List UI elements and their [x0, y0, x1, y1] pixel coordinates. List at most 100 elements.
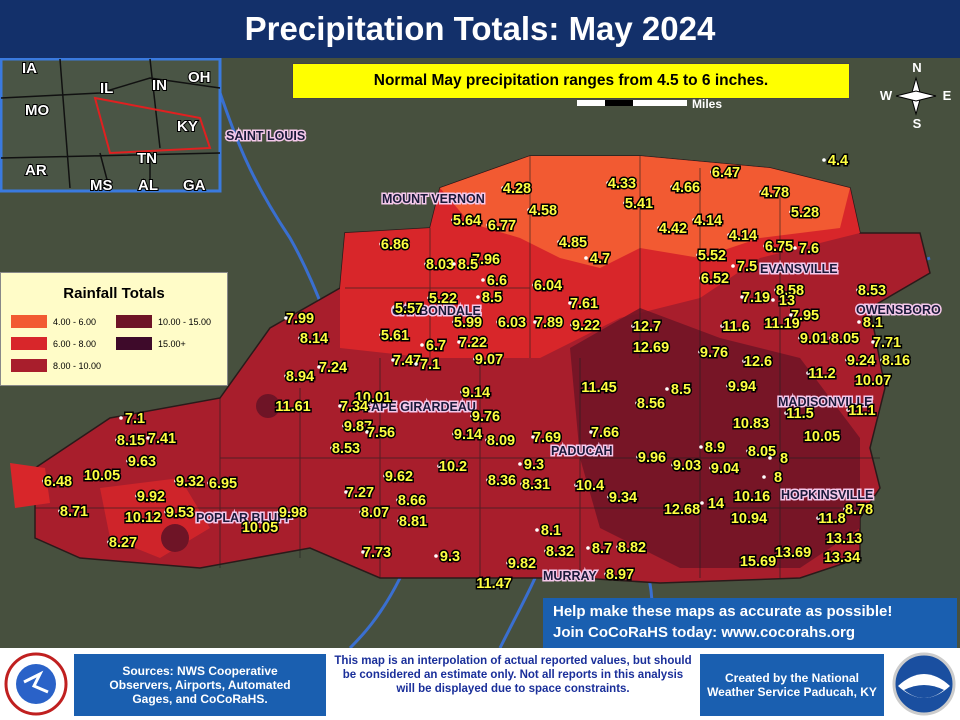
station-dot — [207, 481, 211, 485]
rain-label: 12.7 — [633, 319, 661, 335]
county-lines — [35, 156, 880, 578]
station-dot — [846, 408, 850, 412]
rain-label: 8.7 — [592, 541, 612, 557]
city-label: SAINT LOUIS — [226, 129, 305, 143]
credit-text: Created by the National Weather Service … — [707, 671, 877, 699]
rain-label: 13 — [779, 293, 795, 309]
rain-label: 8.81 — [399, 514, 427, 530]
rain-label: 8.97 — [606, 567, 634, 583]
state-label: MO — [25, 102, 49, 119]
rain-label: 12.69 — [633, 340, 669, 356]
station-dot — [746, 449, 750, 453]
rain-label: 10.05 — [84, 468, 120, 484]
state-label: TN — [137, 150, 157, 167]
rain-label: 8.09 — [487, 433, 515, 449]
station-dot — [284, 374, 288, 378]
legend-swatch — [116, 315, 152, 328]
rain-label: 8.56 — [637, 396, 665, 412]
station-dot — [119, 416, 123, 420]
rain-label: 8.5 — [482, 290, 502, 306]
station-dot — [457, 340, 461, 344]
station-dot — [857, 320, 861, 324]
station-dot — [696, 253, 700, 257]
rain-label: 5.28 — [791, 205, 819, 221]
rain-label: 10.16 — [734, 489, 770, 505]
rain-label: 4.14 — [729, 228, 757, 244]
station-dot — [330, 446, 334, 450]
rain-label: 4.14 — [694, 213, 722, 229]
legend-item: 8.00 - 10.00 — [11, 359, 101, 372]
station-dot — [365, 430, 369, 434]
rain-label: 10.12 — [125, 510, 161, 526]
rain-label: 8.07 — [361, 505, 389, 521]
station-dot — [843, 507, 847, 511]
station-dot — [856, 288, 860, 292]
rain-label: 8.16 — [882, 353, 910, 369]
legend-item: 4.00 - 6.00 — [11, 315, 96, 328]
city-label: PADUCAH — [551, 444, 613, 458]
legend-swatch — [11, 315, 47, 328]
station-dot — [452, 320, 456, 324]
rain-label: 12.6 — [744, 354, 772, 370]
rain-label: 4.85 — [559, 235, 587, 251]
station-dot — [518, 462, 522, 466]
state-label: MS — [90, 177, 113, 194]
rain-label: 11.19 — [764, 316, 800, 332]
rain-label: 9.34 — [609, 490, 637, 506]
station-dot — [379, 242, 383, 246]
rain-region — [10, 155, 931, 584]
station-dot — [735, 421, 739, 425]
station-dot — [277, 404, 281, 408]
rain-label: 9.3 — [440, 549, 460, 565]
state-label: OH — [188, 69, 211, 86]
rain-label: 13.34 — [824, 550, 860, 566]
station-dot — [470, 257, 474, 261]
station-dot — [427, 296, 431, 300]
rain-label: 7.71 — [873, 335, 901, 351]
rain-label: 10.05 — [804, 429, 840, 445]
rain-label: 9.76 — [700, 345, 728, 361]
city-label: OWENSBORO — [856, 303, 941, 317]
state-label: GA — [183, 177, 206, 194]
state-label: IN — [152, 77, 167, 94]
station-dot — [527, 208, 531, 212]
station-dot — [871, 340, 875, 344]
station-dot — [317, 365, 321, 369]
legend-label: 15.00+ — [158, 338, 186, 349]
station-dot — [520, 482, 524, 486]
rain-label: 9.82 — [508, 556, 536, 572]
rain-label: 11.1 — [848, 403, 875, 419]
station-dot — [452, 432, 456, 436]
city-label: CARBONDALE — [392, 304, 481, 318]
station-dot — [700, 501, 704, 505]
rain-label: 8.5 — [458, 257, 478, 273]
legend-item: 6.00 - 8.00 — [11, 337, 96, 350]
rain-label: 6.6 — [487, 273, 507, 289]
station-dot — [731, 264, 735, 268]
station-dot — [768, 456, 772, 460]
state-label: AR — [25, 162, 47, 179]
legend-item: 10.00 - 15.00 — [116, 315, 211, 328]
station-dot — [414, 362, 418, 366]
station-dot — [784, 411, 788, 415]
rain-label: 9.62 — [385, 469, 413, 485]
station-dot — [501, 186, 505, 190]
station-dot — [434, 554, 438, 558]
state-label: KY — [177, 118, 198, 135]
rain-label: 15.69 — [740, 554, 776, 570]
rain-label: 10.4 — [576, 478, 604, 494]
rain-label: 8.05 — [748, 444, 776, 460]
state-label: IL — [100, 80, 113, 97]
rain-label: 9.03 — [673, 458, 701, 474]
nws-logo — [4, 652, 68, 716]
rain-label: 6.7 — [426, 338, 446, 354]
legend-label: 4.00 - 6.00 — [53, 316, 97, 327]
rain-label: 11.61 — [275, 399, 311, 415]
rain-label: 4.66 — [672, 180, 700, 196]
rain-label: 5.22 — [429, 291, 457, 307]
rain-label: 10.05 — [242, 520, 278, 536]
rain-label: 8.53 — [858, 283, 886, 299]
station-dot — [393, 306, 397, 310]
legend-label: 6.00 - 8.00 — [53, 338, 97, 349]
station-dot — [486, 223, 490, 227]
